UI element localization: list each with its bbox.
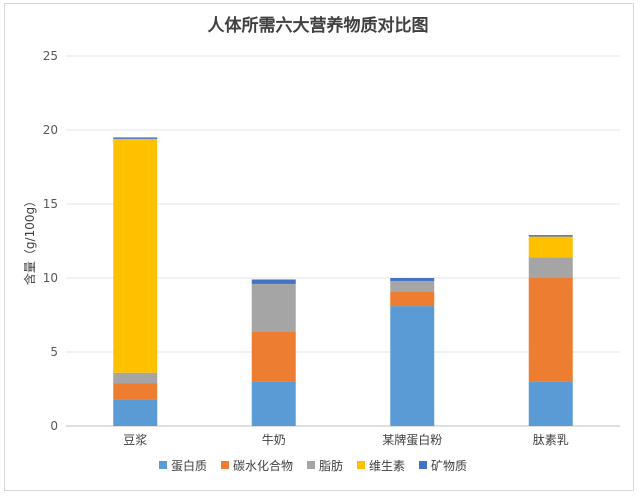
x-category-label: 牛奶 [262, 432, 286, 447]
bar-segment [528, 235, 573, 237]
legend-swatch [221, 461, 229, 469]
bars [113, 137, 573, 426]
bar-segment [251, 331, 296, 382]
bar-segment [528, 236, 573, 258]
legend-label: 蛋白质 [171, 458, 207, 473]
bar-segment [113, 372, 158, 384]
y-tick-label: 20 [43, 123, 58, 137]
bar-segment [528, 381, 573, 426]
legend-swatch [419, 461, 427, 469]
y-tick-label: 5 [50, 345, 58, 359]
y-tick-label: 15 [43, 197, 58, 211]
bar-segment [113, 138, 158, 373]
bar-segment [113, 399, 158, 426]
legend-label: 碳水化合物 [233, 458, 293, 473]
x-axis-categories: 豆浆 牛奶 某牌蛋白粉 肽素乳 [123, 432, 569, 447]
y-tick-label: 25 [43, 49, 58, 63]
legend-label: 脂肪 [319, 458, 343, 473]
x-category-label: 豆浆 [123, 432, 147, 447]
y-axis-label: 含量（g/100g） [22, 195, 37, 285]
legend-label: 矿物质 [431, 459, 467, 473]
legend-label: 维生素 [369, 459, 405, 473]
bar-segment [251, 279, 296, 284]
bar-segment [251, 283, 296, 332]
legend-swatch [159, 461, 167, 469]
bar-segment [390, 306, 435, 426]
y-tick-label: 0 [50, 419, 58, 433]
bar-segment [113, 137, 158, 139]
grid [66, 55, 620, 427]
bar-segment [528, 278, 573, 382]
bar-segment [390, 291, 435, 307]
bar-segment [113, 383, 158, 400]
chart-title: 人体所需六大营养物质对比图 [208, 15, 429, 36]
bar-segment [528, 257, 573, 278]
legend-swatch [357, 461, 365, 469]
x-category-label: 肽素乳 [533, 432, 569, 447]
y-tick-label: 10 [43, 271, 58, 285]
x-category-label: 某牌蛋白粉 [382, 432, 442, 447]
y-axis-ticks: 0 5 10 15 20 25 [43, 49, 58, 433]
legend: 蛋白质 碳水化合物 脂肪 维生素 矿物质 [159, 458, 467, 473]
legend-swatch [307, 461, 315, 469]
bar-segment [251, 381, 296, 426]
bar-segment [390, 280, 435, 292]
bar-segment [390, 278, 435, 281]
